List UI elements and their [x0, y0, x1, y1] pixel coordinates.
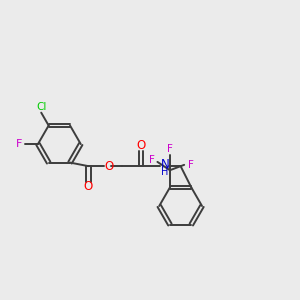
- Text: F: F: [188, 160, 194, 170]
- Text: Cl: Cl: [36, 102, 46, 112]
- Text: O: O: [136, 139, 146, 152]
- Text: O: O: [105, 160, 114, 173]
- Text: O: O: [84, 181, 93, 194]
- Text: F: F: [16, 139, 22, 149]
- Text: F: F: [167, 144, 173, 154]
- Text: N: N: [161, 158, 170, 171]
- Text: H: H: [161, 167, 169, 177]
- Text: F: F: [148, 155, 154, 165]
